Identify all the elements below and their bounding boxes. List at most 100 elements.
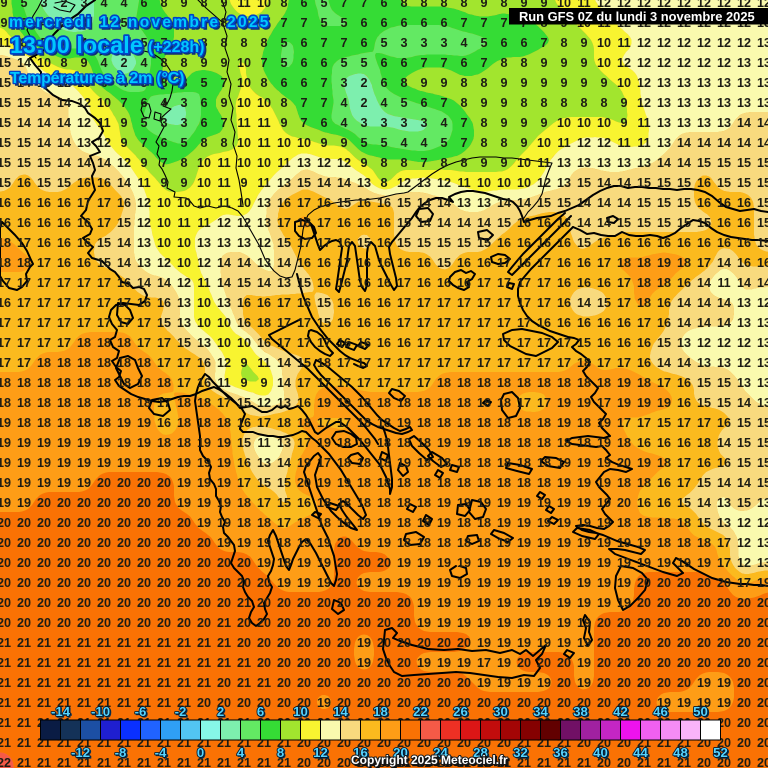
svg-text:8: 8	[540, 96, 547, 110]
svg-text:8: 8	[277, 745, 284, 760]
svg-text:21: 21	[277, 756, 291, 768]
svg-text:16: 16	[297, 256, 311, 270]
svg-text:14: 14	[277, 256, 291, 270]
svg-text:16: 16	[57, 196, 71, 210]
svg-text:20: 20	[17, 556, 31, 570]
svg-text:17: 17	[617, 416, 631, 430]
svg-text:20: 20	[457, 676, 471, 690]
svg-text:16: 16	[637, 236, 651, 250]
svg-text:6: 6	[320, 116, 327, 130]
svg-text:13: 13	[757, 56, 768, 70]
svg-text:19: 19	[397, 556, 411, 570]
svg-text:16: 16	[637, 436, 651, 450]
svg-text:14: 14	[617, 196, 631, 210]
svg-text:15: 15	[657, 416, 671, 430]
svg-text:18: 18	[373, 704, 388, 719]
svg-text:17: 17	[117, 296, 131, 310]
svg-text:20: 20	[237, 696, 251, 710]
svg-text:21: 21	[117, 756, 131, 768]
svg-text:19: 19	[137, 456, 151, 470]
svg-text:19: 19	[277, 576, 291, 590]
svg-text:8: 8	[180, 36, 187, 50]
svg-text:16: 16	[757, 256, 768, 270]
svg-text:17: 17	[17, 296, 31, 310]
svg-text:19: 19	[497, 676, 511, 690]
svg-text:18: 18	[77, 416, 91, 430]
svg-text:19: 19	[617, 396, 631, 410]
svg-text:20: 20	[637, 696, 651, 710]
svg-text:-4: -4	[155, 745, 167, 760]
svg-text:9: 9	[260, 16, 267, 30]
svg-text:20: 20	[137, 556, 151, 570]
svg-text:21: 21	[577, 756, 591, 768]
svg-text:20: 20	[277, 596, 291, 610]
svg-text:18: 18	[657, 536, 671, 550]
svg-text:18: 18	[637, 476, 651, 490]
svg-text:14: 14	[217, 256, 231, 270]
svg-text:20: 20	[117, 556, 131, 570]
svg-text:18: 18	[357, 416, 371, 430]
svg-text:17: 17	[297, 376, 311, 390]
svg-text:17: 17	[377, 356, 391, 370]
svg-text:16: 16	[657, 316, 671, 330]
svg-text:10: 10	[237, 196, 251, 210]
svg-text:15: 15	[557, 196, 571, 210]
svg-text:21: 21	[257, 756, 271, 768]
svg-text:12: 12	[137, 216, 151, 230]
svg-text:6: 6	[500, 36, 507, 50]
svg-text:28: 28	[473, 745, 488, 760]
svg-text:20: 20	[257, 616, 271, 630]
svg-text:21: 21	[97, 636, 111, 650]
svg-text:9: 9	[540, 76, 547, 90]
svg-text:3: 3	[180, 96, 187, 110]
svg-text:16: 16	[157, 296, 171, 310]
svg-text:8: 8	[480, 116, 487, 130]
svg-text:20: 20	[257, 576, 271, 590]
svg-text:20: 20	[157, 516, 171, 530]
svg-text:20: 20	[337, 756, 351, 768]
svg-text:18: 18	[337, 496, 351, 510]
svg-text:Copyright 2025 Meteociel.fr: Copyright 2025 Meteociel.fr	[351, 753, 508, 767]
svg-text:13: 13	[277, 436, 291, 450]
svg-text:15: 15	[637, 216, 651, 230]
svg-text:20: 20	[217, 676, 231, 690]
svg-text:21: 21	[477, 756, 491, 768]
svg-text:8: 8	[220, 36, 227, 50]
svg-text:14: 14	[737, 136, 751, 150]
svg-text:8: 8	[180, 76, 187, 90]
svg-text:20: 20	[677, 676, 691, 690]
svg-text:20: 20	[237, 616, 251, 630]
svg-text:14: 14	[37, 136, 51, 150]
svg-text:13: 13	[597, 156, 611, 170]
svg-text:19: 19	[217, 476, 231, 490]
svg-text:15: 15	[697, 216, 711, 230]
svg-text:21: 21	[177, 696, 191, 710]
svg-text:18: 18	[37, 396, 51, 410]
svg-text:18: 18	[517, 436, 531, 450]
svg-text:24: 24	[433, 745, 448, 760]
svg-text:13: 13	[677, 116, 691, 130]
svg-text:20: 20	[277, 676, 291, 690]
svg-text:21: 21	[657, 756, 671, 768]
svg-text:8: 8	[580, 96, 587, 110]
svg-text:14: 14	[277, 356, 291, 370]
svg-text:3: 3	[420, 116, 427, 130]
svg-text:5: 5	[320, 0, 327, 10]
svg-text:9: 9	[180, 176, 187, 190]
svg-text:12: 12	[717, 0, 731, 10]
svg-text:18: 18	[677, 536, 691, 550]
svg-text:10: 10	[97, 96, 111, 110]
svg-text:16: 16	[354, 746, 369, 761]
svg-text:18: 18	[637, 516, 651, 530]
svg-text:14: 14	[677, 136, 691, 150]
svg-text:20: 20	[77, 516, 91, 530]
svg-text:16: 16	[697, 196, 711, 210]
svg-text:11: 11	[617, 36, 630, 50]
svg-text:19: 19	[557, 596, 571, 610]
svg-text:19: 19	[577, 536, 591, 550]
svg-text:20: 20	[297, 476, 311, 490]
svg-text:16: 16	[357, 316, 371, 330]
svg-text:10: 10	[217, 316, 231, 330]
svg-text:20: 20	[417, 676, 431, 690]
svg-text:20: 20	[0, 536, 11, 550]
